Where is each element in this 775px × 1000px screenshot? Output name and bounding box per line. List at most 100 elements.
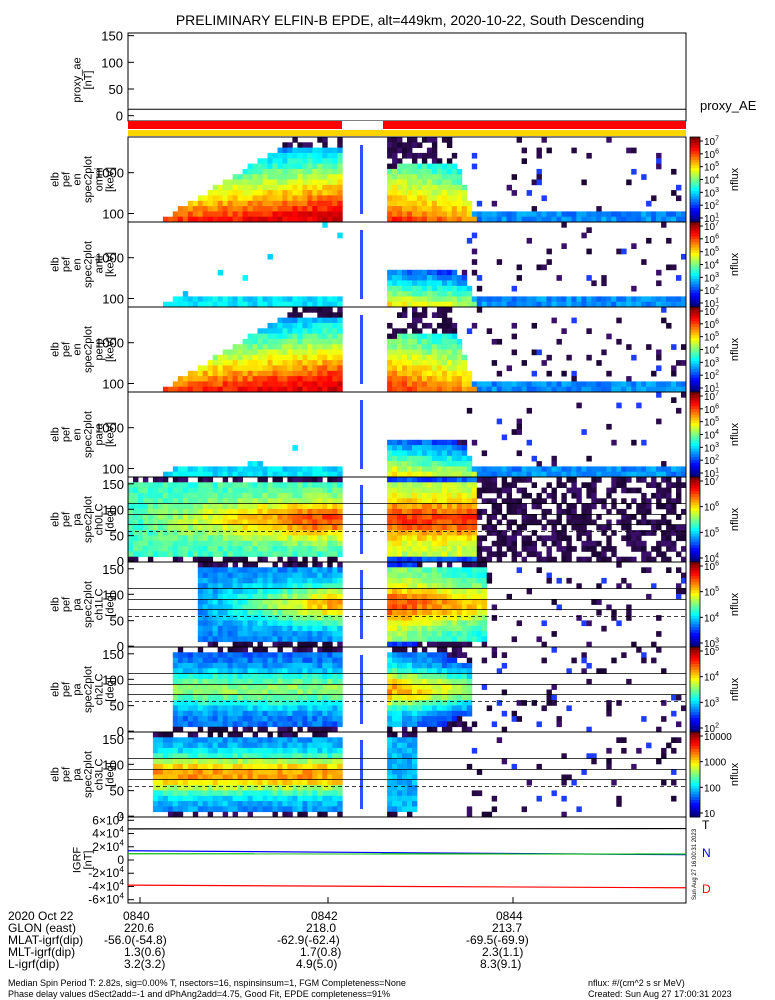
spectrogram-cell (312, 174, 318, 180)
spectrogram-cell (262, 519, 268, 526)
spectrogram-cell (641, 216, 647, 223)
spectrogram-cell (302, 301, 308, 308)
spectrogram-cell (207, 508, 214, 515)
spectrogram-cell (227, 471, 233, 478)
spectrogram-cell (307, 354, 313, 361)
spectrogram-cell (591, 546, 597, 552)
spectrogram-cell (222, 179, 229, 186)
spectrogram-cell (551, 216, 557, 223)
spectrogram-cell (456, 567, 463, 573)
spectrogram-cell (591, 498, 597, 504)
spectrogram-cell (506, 508, 512, 515)
colorbar-cell (690, 154, 700, 158)
spectrogram-cell (431, 200, 438, 207)
spectrogram-cell (337, 168, 343, 175)
spectrogram-cell (387, 439, 393, 446)
spectrogram-cell (441, 546, 448, 552)
colorbar-tick-label: 107 (704, 306, 719, 319)
spectrogram-cell (312, 498, 318, 504)
spectrogram-cell (606, 466, 612, 473)
spectrogram-cell (446, 477, 453, 483)
spectrogram-cell (257, 471, 263, 478)
spectrogram-cell (277, 673, 283, 680)
spectrogram-cell (601, 503, 607, 510)
spectrogram-cell (182, 540, 189, 547)
spectrogram-cell (237, 631, 243, 637)
colorbar-cell (690, 411, 700, 416)
spectrogram-cell (177, 530, 184, 536)
spectrogram-cell (546, 370, 552, 377)
spectrogram-cell (232, 572, 238, 579)
spectrogram-cell (616, 477, 622, 483)
spectrogram-cell (222, 211, 229, 218)
spectrogram-cell (337, 386, 343, 393)
spectrogram-cell (237, 482, 243, 488)
spectrogram-cell (252, 487, 258, 494)
spectrogram-cell (626, 466, 632, 473)
spectrogram-cell (407, 572, 413, 579)
spectrogram-cell (147, 487, 154, 494)
spectrogram-cell (302, 647, 308, 653)
spectrogram-cell (441, 530, 448, 536)
spectrogram-cell (237, 689, 243, 696)
spectrogram-cell (397, 562, 403, 568)
spectrogram-cell (526, 519, 532, 526)
spectrogram-cell (217, 546, 224, 552)
spectrogram-cell (237, 349, 243, 356)
spectrogram-cell (282, 498, 288, 504)
spectrogram-cell (451, 636, 458, 643)
spectrogram-cell (207, 721, 214, 728)
spectrogram-cell (656, 365, 662, 372)
spectrogram-cell (262, 705, 268, 712)
spectrogram-cell (441, 168, 448, 175)
spectrogram-cell (232, 721, 238, 728)
spectrogram-cell (307, 530, 313, 536)
spectrogram-cell (307, 625, 313, 632)
spectrogram-cell (551, 556, 557, 563)
spectrogram-cell (586, 556, 592, 563)
spectrogram-cell (202, 615, 209, 621)
spectrogram-cell (292, 577, 298, 584)
spectrogram-cell (596, 206, 602, 212)
spectrogram-cell (227, 609, 233, 616)
spectrogram-cell (466, 482, 473, 488)
spectrogram-cell (392, 216, 398, 223)
spectrogram-cell (451, 168, 458, 175)
spectrogram-cell (337, 216, 343, 223)
spectrogram-cell (282, 333, 288, 340)
spectrogram-cell (601, 381, 607, 388)
spectrogram-cell (616, 402, 622, 409)
colorbar-cell (690, 202, 700, 206)
spectrogram-cell (192, 551, 199, 558)
spectrogram-cell (636, 386, 642, 393)
spectrogram-cell (387, 593, 393, 600)
spectrogram-cell (402, 604, 408, 611)
spectrogram-cell (287, 721, 293, 728)
spectrogram-cell (202, 365, 209, 372)
spectrogram-cell (387, 466, 393, 473)
spectrogram-cell (317, 524, 323, 531)
spectrogram-cell (237, 498, 243, 504)
spectrogram-cell (182, 471, 189, 478)
spectrogram-cell (471, 466, 478, 473)
spectrogram-cell (287, 673, 293, 680)
spectrogram-cell (402, 152, 408, 159)
spectrogram-cell (192, 535, 199, 542)
spectrogram-cell (412, 142, 418, 148)
spectrogram-cell (197, 662, 204, 669)
spectrogram-cell (666, 519, 672, 526)
spectrogram-cell (332, 498, 338, 504)
spectrogram-cell (257, 184, 263, 191)
spectrogram-cell (466, 296, 473, 303)
spectrogram-cell (387, 631, 393, 637)
spectrogram-cell (187, 657, 194, 664)
spectrogram-cell (287, 583, 293, 589)
spectrogram-cell (576, 471, 582, 478)
spectrogram-cell (277, 168, 283, 175)
spectrogram-cell (297, 583, 303, 589)
spectrogram-cell (417, 312, 423, 318)
spectrogram-cell (297, 716, 303, 722)
spectrogram-cell (307, 296, 313, 303)
spectrogram-cell (202, 710, 209, 717)
spectrogram-cell (277, 689, 283, 696)
